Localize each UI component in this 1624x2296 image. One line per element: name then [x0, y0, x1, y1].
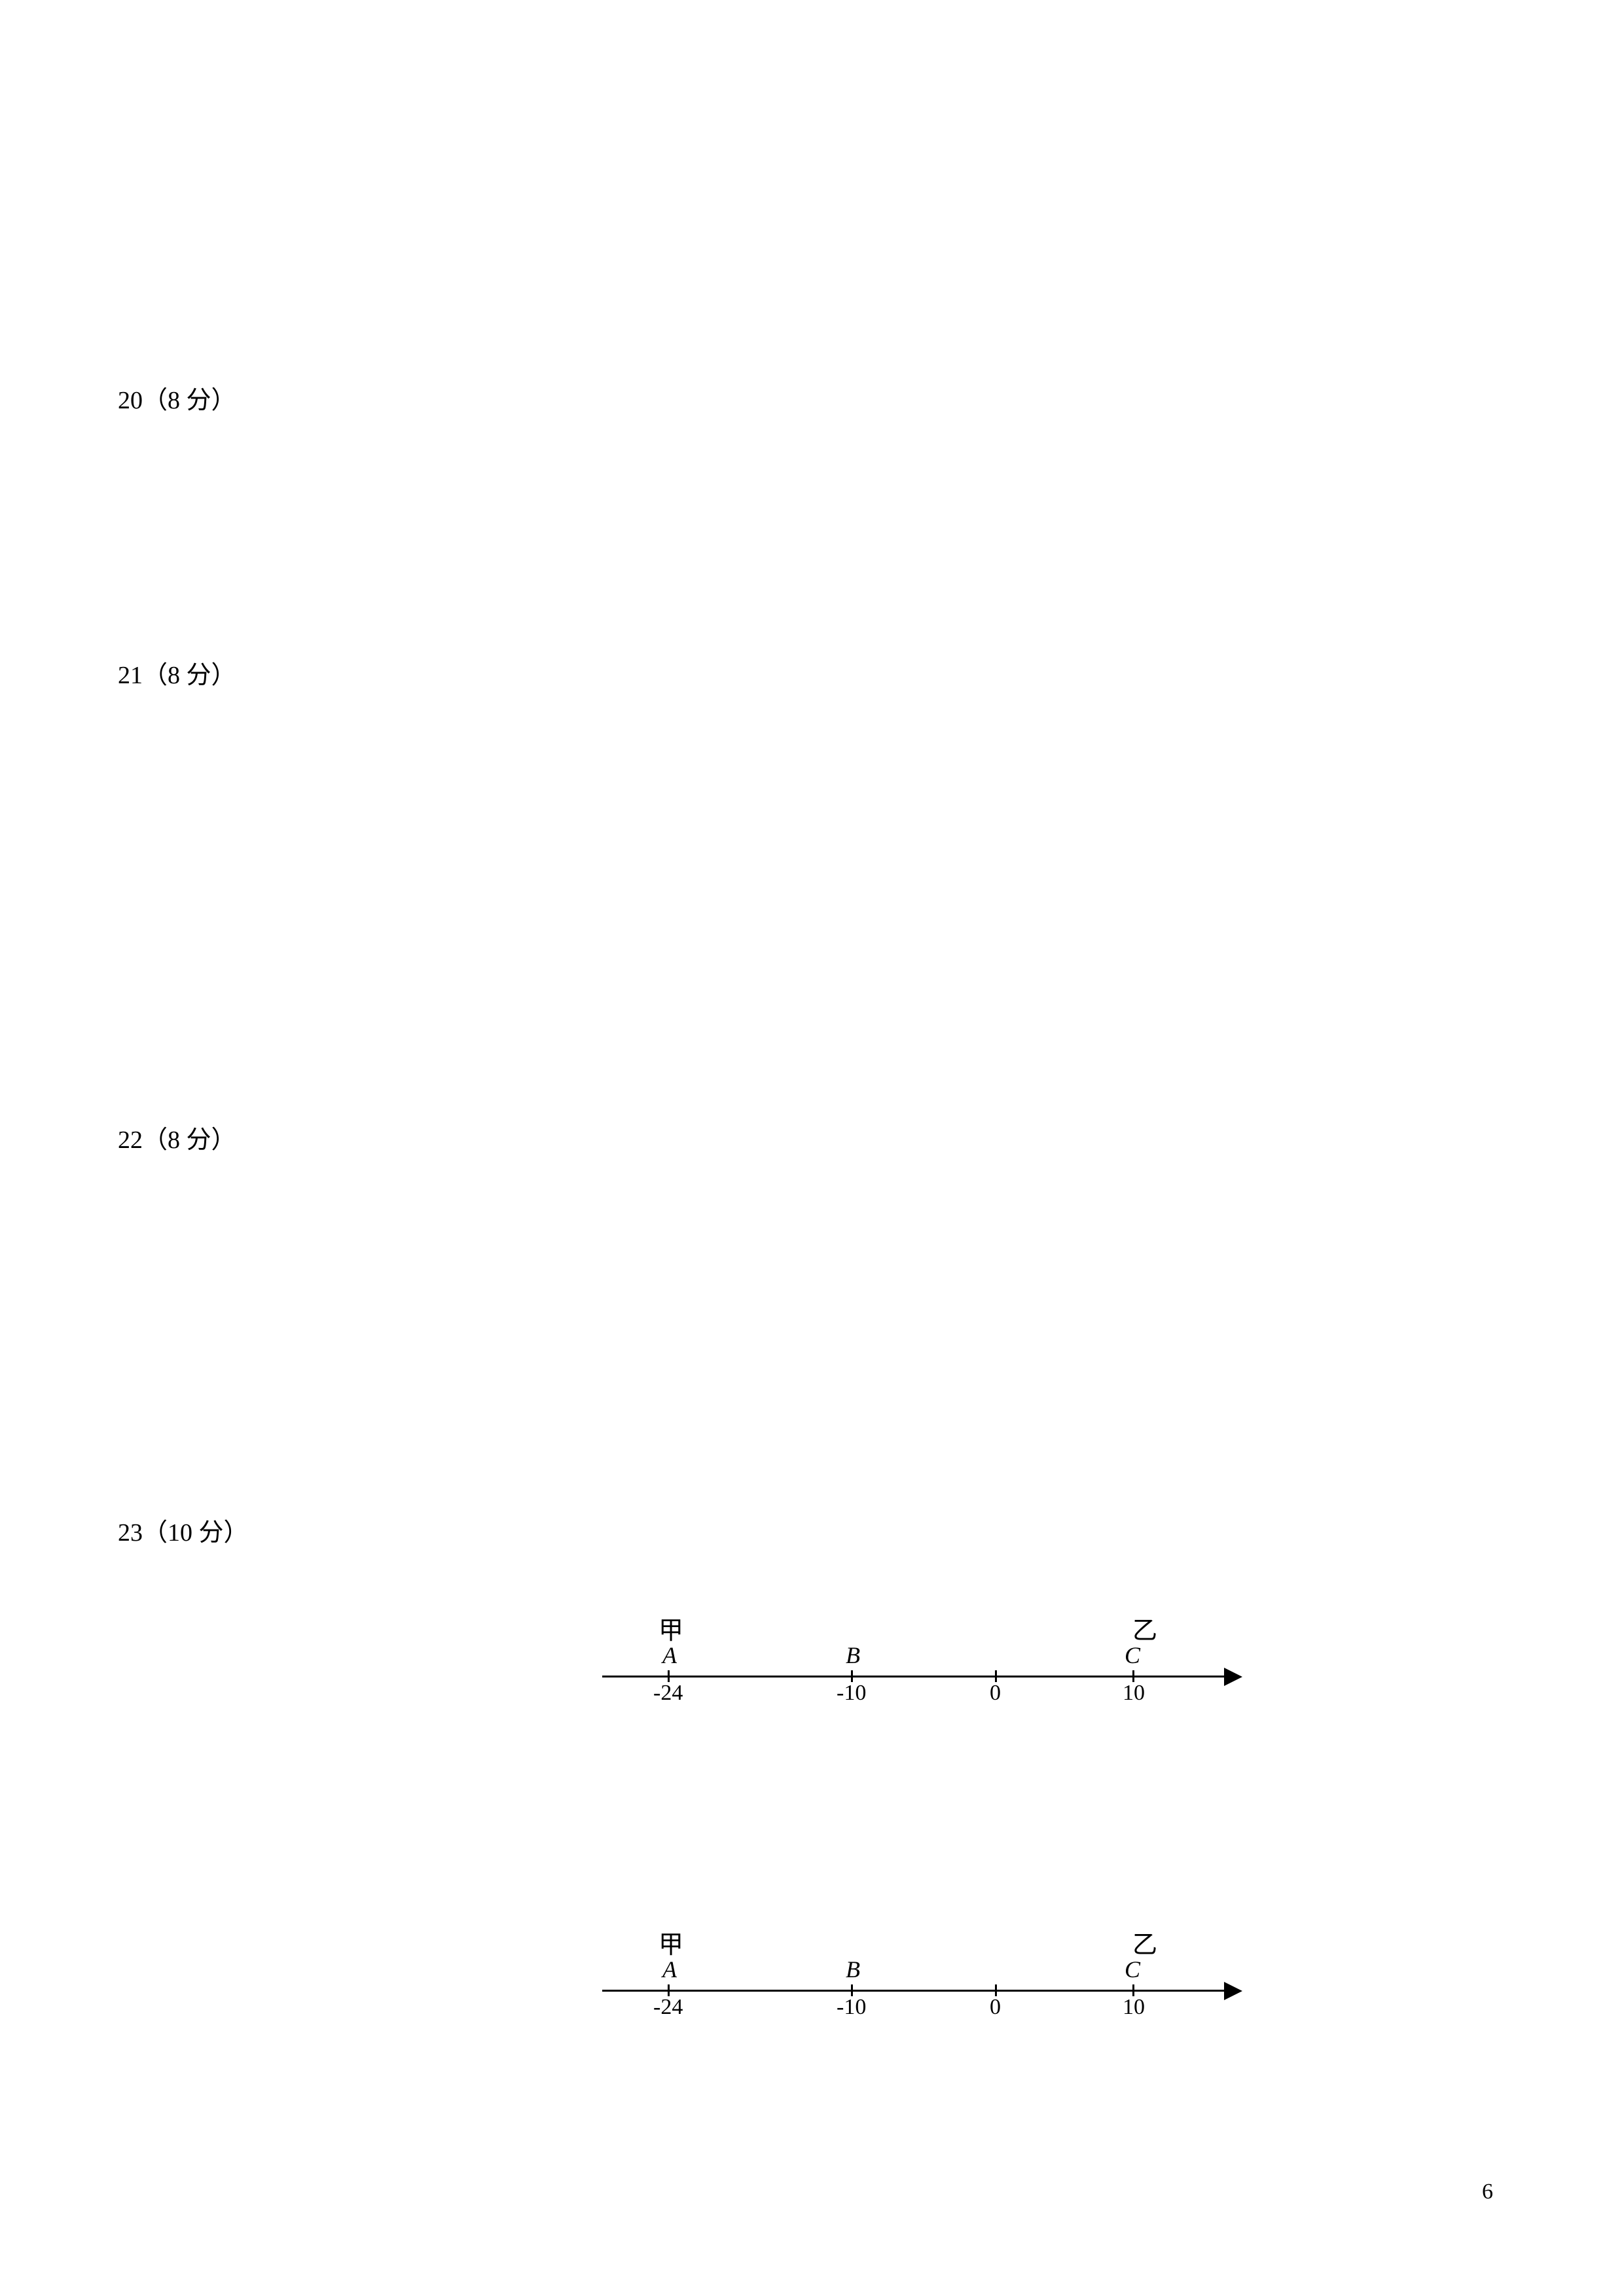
question-22-label: 22（8 分）: [118, 1119, 236, 1155]
number-line-diagram-1: 甲 乙 A B C -24 -10 0 10: [602, 1604, 1257, 1708]
num-B-label: -10: [837, 1681, 866, 1706]
num-A-label: -24: [653, 1681, 683, 1706]
number-line-diagram-2: 甲 乙 A B C -24 -10 0 10: [602, 1918, 1257, 2022]
point-C-label: C: [1125, 1641, 1140, 1669]
num-zero-label: 0: [990, 1681, 1001, 1706]
point-A-label: A: [662, 1641, 677, 1669]
page-number: 6: [1482, 2179, 1493, 2204]
arrow-head-icon: [1224, 1668, 1242, 1686]
num-C-label: 10: [1123, 1995, 1145, 2020]
question-20-label: 20（8 分）: [118, 380, 236, 416]
point-B-label: B: [846, 1956, 860, 1983]
axis-line: [602, 1990, 1231, 1992]
point-C-label: C: [1125, 1956, 1140, 1983]
axis-line: [602, 1676, 1231, 1677]
num-B-label: -10: [837, 1995, 866, 2020]
char-yi-label: 乙: [1132, 1610, 1157, 1646]
point-A-label: A: [662, 1956, 677, 1983]
point-B-label: B: [846, 1641, 860, 1669]
char-jia-label: 甲: [659, 1924, 683, 1960]
arrow-head-icon: [1224, 1982, 1242, 2000]
num-zero-label: 0: [990, 1995, 1001, 2020]
num-A-label: -24: [653, 1995, 683, 2020]
char-yi-label: 乙: [1132, 1924, 1157, 1960]
char-jia-label: 甲: [659, 1610, 683, 1646]
num-C-label: 10: [1123, 1681, 1145, 1706]
question-23-label: 23（10 分）: [118, 1512, 249, 1548]
question-21-label: 21（8 分）: [118, 655, 236, 691]
